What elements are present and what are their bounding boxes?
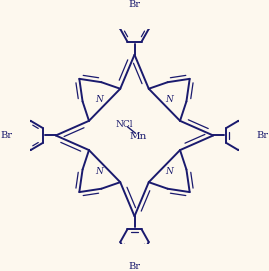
Text: N: N [95, 95, 104, 104]
Text: N: N [165, 167, 174, 176]
Text: Mn: Mn [130, 132, 147, 141]
Text: Br: Br [129, 0, 140, 9]
Text: NCl: NCl [116, 120, 133, 129]
Text: N: N [95, 167, 104, 176]
Text: Br: Br [129, 262, 140, 271]
Text: Br: Br [256, 131, 268, 140]
Text: N: N [165, 95, 174, 104]
Text: Br: Br [1, 131, 13, 140]
